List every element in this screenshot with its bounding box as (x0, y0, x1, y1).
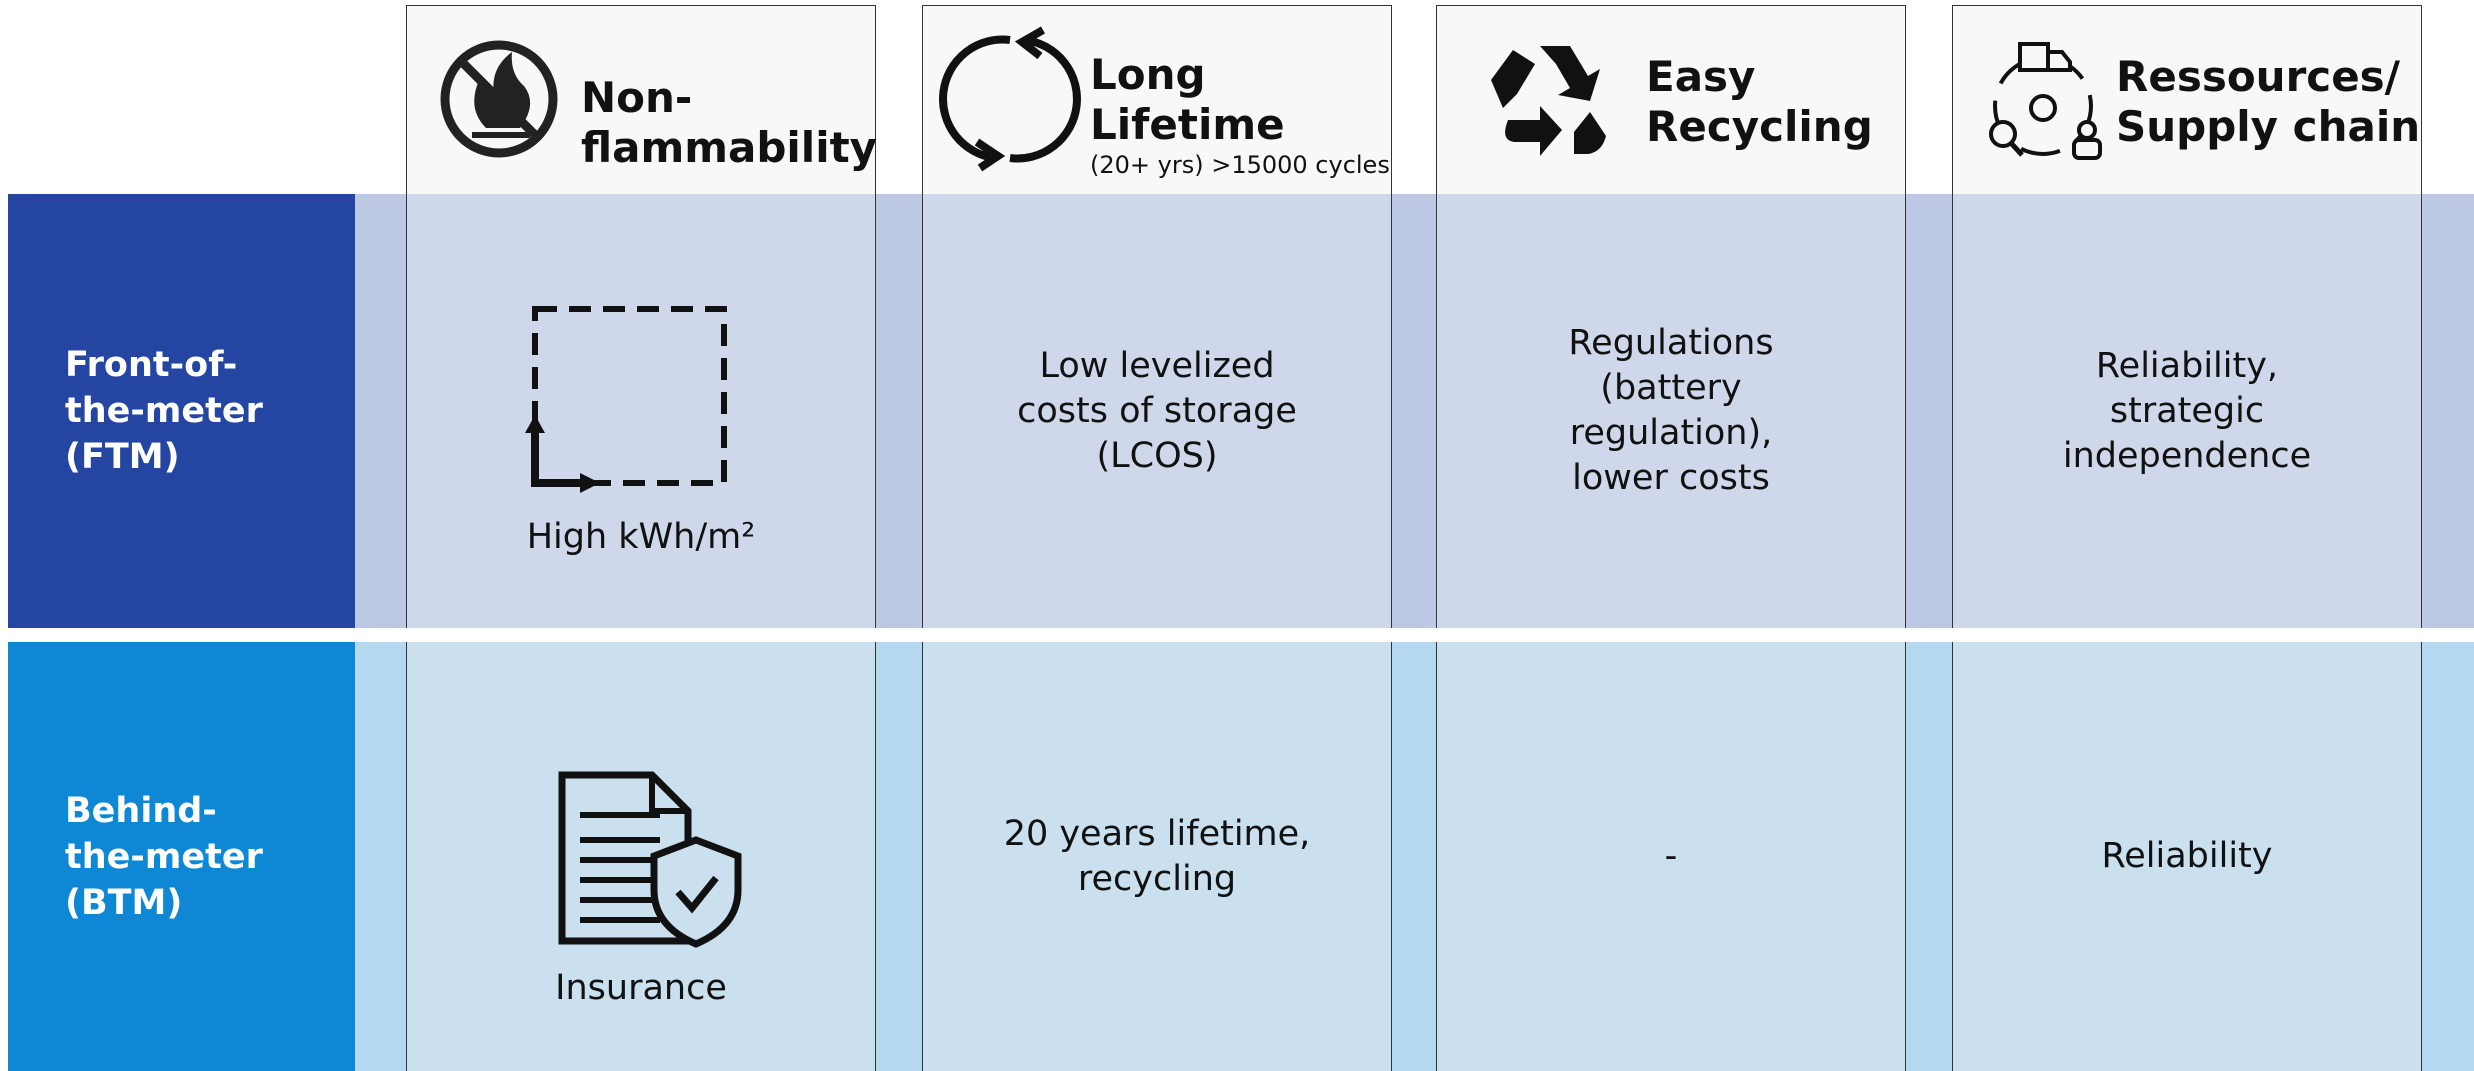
header-title: Non-flammability (581, 73, 877, 173)
recycle-icon (1491, 46, 1606, 156)
text-line: Reliability (2101, 836, 2273, 876)
text-line: - (1664, 836, 1678, 876)
text-line: lower costs (1572, 458, 1770, 498)
text-line: Ressources/ (2116, 52, 2401, 101)
text-line: costs of storage (1017, 390, 1297, 431)
header-cell (1436, 5, 1906, 194)
header-title: Easy Recycling (1646, 52, 1873, 152)
text-line: Low levelized (1039, 345, 1275, 386)
cell: - (1436, 642, 1906, 1071)
area-icon (525, 306, 727, 493)
text-line: Easy (1646, 52, 1756, 101)
cell: Reliability, strategic independence (1952, 194, 2422, 628)
text-line: the-meter (65, 391, 263, 431)
text-line: (LCOS) (1096, 435, 1218, 476)
header-subtitle: (20+ yrs) >15000 cycles (1090, 151, 1390, 179)
text-line: Front-of- (65, 345, 238, 385)
supply-chain-icon (1989, 42, 2102, 160)
header-title: Long Lifetime (20+ yrs) >15000 cycles (1090, 50, 1390, 180)
text-line: (battery (1600, 368, 1742, 408)
text-line: flammability (581, 123, 878, 172)
header-title: Ressources/Supply chain (2116, 52, 2420, 152)
cell: Reliability (1952, 642, 2422, 1071)
text-line: recycling (1077, 858, 1237, 899)
cell: Regulations (battery regulation), lower cos… (1436, 194, 1906, 628)
text-line: 20 years lifetime, (1003, 813, 1311, 854)
text-line: Supply chain (2116, 102, 2421, 151)
fire-icon (440, 40, 558, 158)
text-line: strategic (2109, 390, 2265, 431)
row-label: Behind-the-meter (BTM) (8, 642, 355, 1071)
cell: Insurance (406, 642, 876, 1071)
header-cell (1952, 5, 2422, 194)
cell: Low levelized costs of storage (LCOS) (922, 194, 1392, 628)
insurance-icon (558, 771, 742, 948)
text-line: High kWh/m² (526, 517, 756, 557)
text-line: Non- (581, 73, 693, 122)
text-line: Behind- (65, 790, 217, 831)
text-line: regulation), (1569, 413, 1773, 453)
text-line: Lifetime (1090, 100, 1285, 149)
text-line: Regulations (1568, 323, 1774, 363)
text-line: (FTM) (65, 437, 180, 477)
text-line: Reliability, (2095, 345, 2279, 386)
text-line: Long (1090, 50, 1206, 99)
text-line: the-meter (65, 836, 263, 877)
text-line: independence (2062, 435, 2312, 476)
text-line: (BTM) (65, 882, 183, 923)
cell: 20 years lifetime, recycling (922, 642, 1392, 1071)
cycle-icon (939, 26, 1081, 172)
text-line: Recycling (1646, 102, 1873, 151)
text-line: Insurance (555, 968, 727, 1008)
cell: High kWh/m² (406, 194, 876, 628)
row-label: Front-of-the-meter (FTM) (8, 194, 355, 628)
